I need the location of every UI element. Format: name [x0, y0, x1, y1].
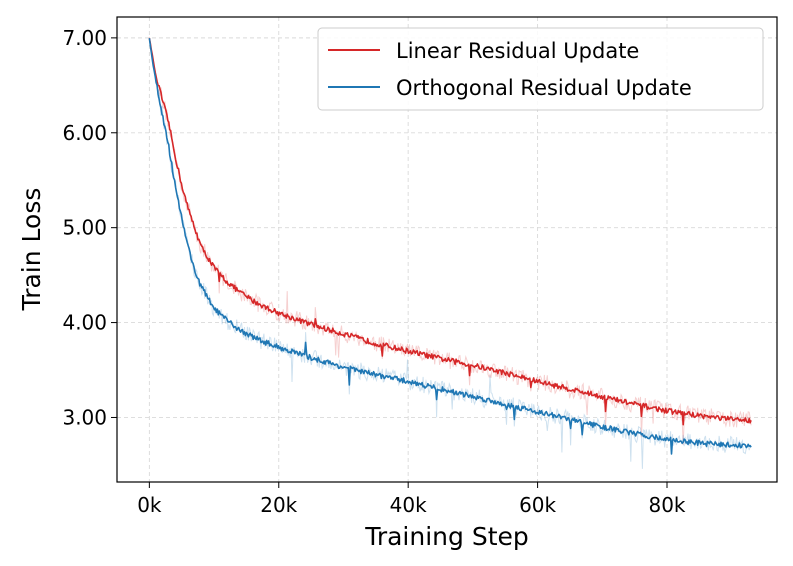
y-tick-label: 7.00: [62, 26, 107, 50]
legend-label-orthogonal: Orthogonal Residual Update: [396, 76, 692, 100]
series-line: [148, 38, 752, 426]
y-tick-label: 3.00: [62, 405, 107, 429]
series-line: [148, 38, 752, 455]
y-axis-label: Train Loss: [17, 188, 46, 312]
series-lines: [148, 38, 752, 455]
legend-label-linear: Linear Residual Update: [396, 39, 639, 63]
legend: Linear Residual Update Orthogonal Residu…: [317, 27, 764, 111]
y-tick-label: 5.00: [62, 216, 107, 240]
x-tick-label: 60k: [519, 493, 556, 517]
x-tick-label: 80k: [648, 493, 685, 517]
plot-frame: [116, 16, 778, 483]
x-axis-label: Training Step: [364, 522, 529, 551]
x-tick-label: 0k: [137, 493, 162, 517]
y-tick-label: 6.00: [62, 121, 107, 145]
legend-box: [317, 27, 764, 111]
x-tick-label: 20k: [260, 493, 297, 517]
x-tick-label: 40k: [390, 493, 427, 517]
axis-ticks: 0k 20k 40k 60k 80k 3.00 4.00 5.00 6.00 7.00: [62, 26, 685, 517]
y-tick-label: 4.00: [62, 311, 107, 335]
